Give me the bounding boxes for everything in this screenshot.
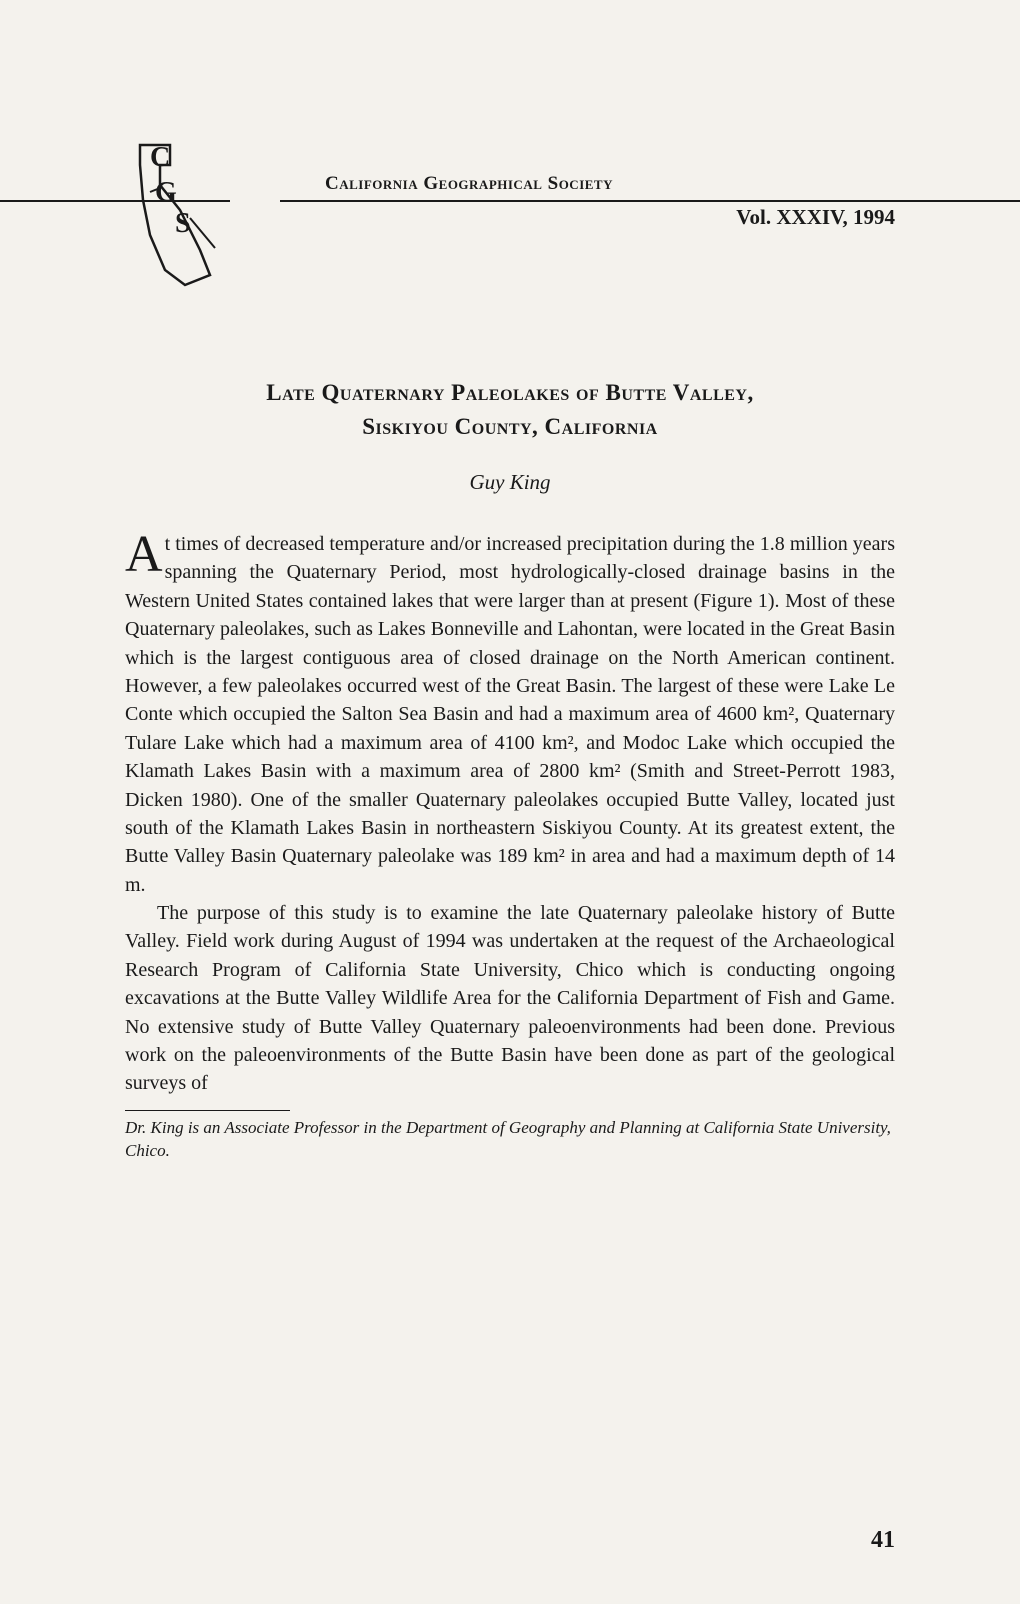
page-number: 41 [871, 1527, 895, 1554]
volume-info: Vol. XXXIV, 1994 [736, 205, 895, 230]
drop-cap: A [125, 530, 165, 576]
article-body: At times of decreased temperature and/or… [125, 530, 895, 1098]
article-author: Guy King [125, 470, 895, 495]
header-rule-left [0, 200, 230, 202]
paragraph-1: At times of decreased temperature and/or… [125, 530, 895, 899]
journal-header: C G S California Geographical Society Vo… [125, 140, 895, 320]
header-rule-right [280, 200, 1020, 202]
logo-letter-c: C [150, 142, 170, 173]
paragraph-1-text: t times of decreased temperature and/or … [125, 533, 895, 896]
logo-letter-g: G [155, 177, 177, 208]
article-title-line2: Siskiyou County, California [125, 414, 895, 440]
footnote-divider [125, 1110, 290, 1111]
paragraph-2: The purpose of this study is to examine … [125, 899, 895, 1098]
society-logo: C G S [115, 140, 235, 300]
society-name: California Geographical Society [325, 173, 613, 195]
article-title-line1: Late Quaternary Paleolakes of Butte Vall… [125, 380, 895, 406]
logo-letter-s: S [175, 208, 191, 239]
footnote: Dr. King is an Associate Professor in th… [125, 1117, 895, 1163]
